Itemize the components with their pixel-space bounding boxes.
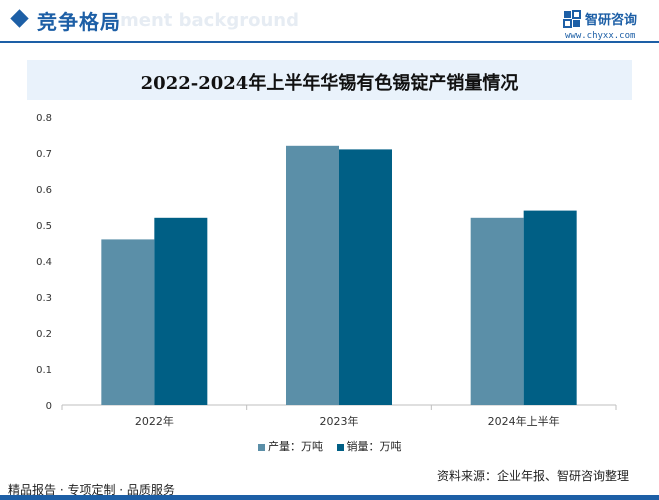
- y-tick-label: 0.6: [36, 185, 52, 196]
- logo-url: www.chyxx.com: [565, 31, 636, 41]
- bar-production: [470, 217, 524, 405]
- section-title: 竞争格局: [37, 10, 121, 34]
- y-tick-label: 0.7: [36, 149, 52, 160]
- legend-item-production: 产量：万吨: [258, 438, 323, 454]
- legend-label: 产量：万吨: [268, 440, 323, 453]
- chart-title: 2022-2024年上半年华锡有色锡锭产销量情况: [140, 73, 519, 94]
- y-tick-label: 0.1: [36, 365, 52, 376]
- legend-label: 销量：万吨: [346, 440, 402, 453]
- y-tick-label: 0.5: [36, 221, 52, 232]
- x-tick-label: 2023年: [320, 414, 359, 428]
- logo-name: 智研咨询: [585, 13, 638, 28]
- x-tick-label: 2024年上半年: [488, 414, 560, 428]
- chart-title-band: 2022-2024年上半年华锡有色锡锭产销量情况: [27, 60, 632, 100]
- bar-production: [101, 239, 155, 405]
- data-source: 资料来源：企业年报、智研咨询整理: [437, 469, 630, 483]
- logo-mark-icon: [563, 10, 581, 28]
- chart-legend: 产量：万吨 销量：万吨: [258, 438, 412, 454]
- diamond-bullet-icon: [10, 9, 29, 28]
- x-tick-label: 2022年: [135, 414, 174, 428]
- footer-bar: [0, 495, 659, 500]
- bar-sales: [523, 210, 577, 405]
- bar-sales: [339, 149, 392, 405]
- y-tick-label: 0: [46, 401, 52, 412]
- header: ment background 竞争格局 智研咨询 www.chyxx.com: [0, 0, 659, 44]
- y-tick-label: 0.8: [36, 113, 52, 124]
- y-tick-label: 0.2: [36, 329, 52, 340]
- header-divider: [0, 41, 659, 43]
- legend-swatch: [258, 443, 265, 451]
- bar-sales: [154, 217, 208, 405]
- bar-production: [286, 145, 339, 406]
- legend-item-sales: 销量：万吨: [336, 438, 402, 454]
- bar-chart: 0 0.1 0.2 0.3 0.4 0.5 0.6 0.7 0.8 2022年 2023年 2024年…: [36, 113, 617, 428]
- footer-tagline: 精品报告 · 专项定制 · 品质服务: [8, 483, 175, 497]
- background-watermark-text: ment background: [120, 10, 299, 31]
- brand-logo: 智研咨询 www.chyxx.com: [563, 8, 659, 41]
- y-tick-label: 0.3: [36, 293, 52, 304]
- y-tick-label: 0.4: [36, 257, 52, 268]
- legend-swatch: [336, 443, 344, 451]
